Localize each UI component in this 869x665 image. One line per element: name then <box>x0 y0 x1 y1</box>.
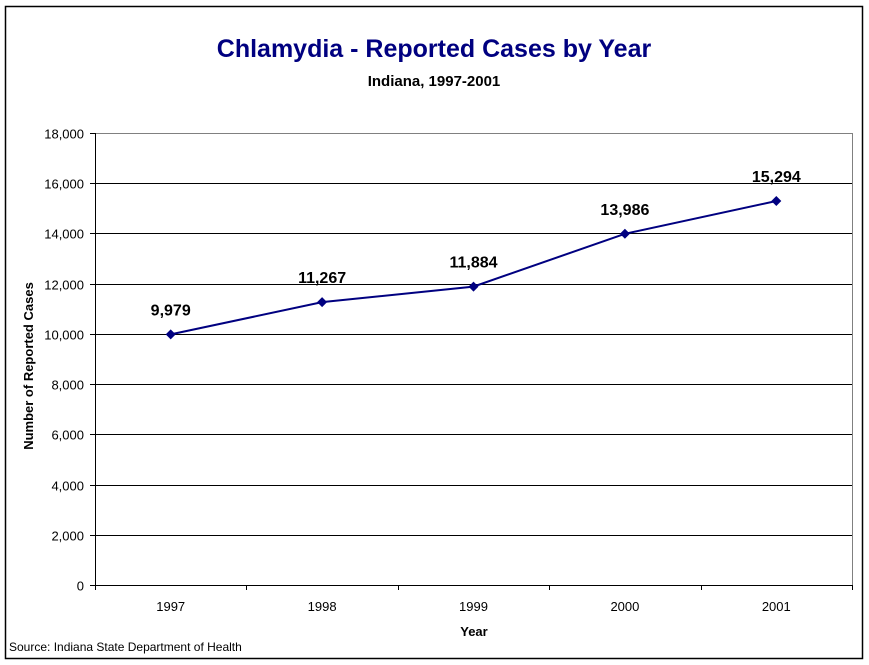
data-label: 9,979 <box>151 302 191 319</box>
data-label: 13,986 <box>600 202 649 219</box>
y-tick-label: 14,000 <box>44 227 84 242</box>
y-tick-label: 2,000 <box>51 529 84 544</box>
data-label: 11,884 <box>449 255 497 272</box>
series-reported-cases <box>165 195 782 340</box>
x-tick-label: 1999 <box>459 599 488 614</box>
x-tick-label: 2000 <box>610 599 639 614</box>
data-label: 11,267 <box>298 270 346 287</box>
x-axis-title: Year <box>460 624 487 639</box>
y-tick-label: 12,000 <box>44 278 84 293</box>
axes <box>90 133 853 590</box>
source-note: Source: Indiana State Department of Heal… <box>9 640 242 654</box>
y-tick-label: 6,000 <box>51 428 84 443</box>
chart-frame <box>4 5 864 660</box>
y-tick-label: 10,000 <box>44 328 84 343</box>
y-tick-label: 4,000 <box>51 479 84 494</box>
data-point-marker <box>317 297 328 308</box>
x-tick-label: 2001 <box>762 599 791 614</box>
data-point-marker <box>165 329 176 340</box>
chart-title: Chlamydia - Reported Cases by Year <box>217 35 652 63</box>
y-tick-label: 16,000 <box>44 177 84 192</box>
y-tick-label: 18,000 <box>44 127 84 142</box>
x-tick-label: 1998 <box>308 599 337 614</box>
x-tick-labels: 1997 1998 1999 2000 2001 <box>156 599 791 614</box>
data-point-marker <box>619 228 630 239</box>
y-tick-labels: 0 2,000 4,000 6,000 8,000 10,000 12,000 14,000 1… <box>44 127 84 594</box>
data-label: 15,294 <box>752 169 801 186</box>
data-point-marker <box>468 281 479 292</box>
y-tick-label: 0 <box>77 579 84 594</box>
x-tick-label: 1997 <box>156 599 185 614</box>
y-axis-title: Number of Reported Cases <box>21 282 36 450</box>
data-point-marker <box>771 195 782 206</box>
y-tick-label: 8,000 <box>51 378 84 393</box>
chart-subtitle: Indiana, 1997-2001 <box>368 73 501 90</box>
data-labels: 9,979 11,267 11,884 13,986 15,294 <box>151 169 801 319</box>
